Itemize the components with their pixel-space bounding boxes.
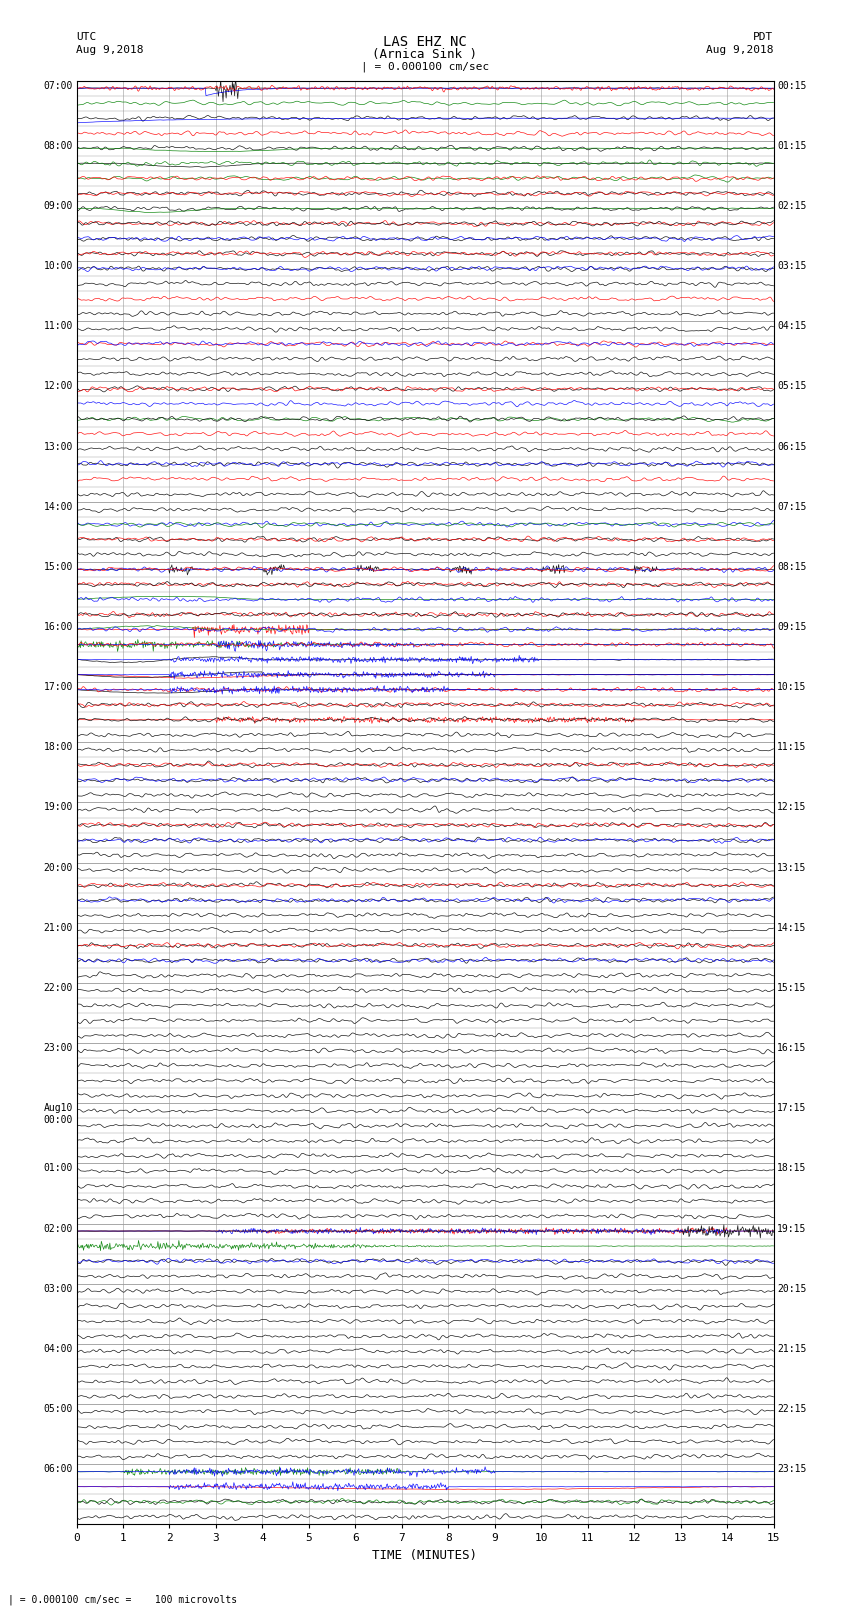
Text: 04:15: 04:15 xyxy=(777,321,807,331)
Text: 13:00: 13:00 xyxy=(43,442,73,452)
Text: 12:00: 12:00 xyxy=(43,381,73,392)
Text: | = 0.000100 cm/sec: | = 0.000100 cm/sec xyxy=(361,61,489,73)
Text: 02:00: 02:00 xyxy=(43,1224,73,1234)
Text: 03:15: 03:15 xyxy=(777,261,807,271)
Text: 02:15: 02:15 xyxy=(777,202,807,211)
Text: 17:15: 17:15 xyxy=(777,1103,807,1113)
Text: (Arnica Sink ): (Arnica Sink ) xyxy=(372,48,478,61)
Text: 07:00: 07:00 xyxy=(43,81,73,90)
Text: 13:15: 13:15 xyxy=(777,863,807,873)
Text: UTC: UTC xyxy=(76,32,97,42)
Text: 19:00: 19:00 xyxy=(43,803,73,813)
Text: 00:15: 00:15 xyxy=(777,81,807,90)
Text: 18:15: 18:15 xyxy=(777,1163,807,1173)
Text: 19:15: 19:15 xyxy=(777,1224,807,1234)
Text: 12:15: 12:15 xyxy=(777,803,807,813)
Text: 10:00: 10:00 xyxy=(43,261,73,271)
Text: 06:15: 06:15 xyxy=(777,442,807,452)
Text: 07:15: 07:15 xyxy=(777,502,807,511)
Text: 08:00: 08:00 xyxy=(43,140,73,150)
Text: 06:00: 06:00 xyxy=(43,1465,73,1474)
Text: Aug10
00:00: Aug10 00:00 xyxy=(43,1103,73,1124)
Text: 05:00: 05:00 xyxy=(43,1403,73,1415)
Text: 11:00: 11:00 xyxy=(43,321,73,331)
Text: 23:15: 23:15 xyxy=(777,1465,807,1474)
Text: 03:00: 03:00 xyxy=(43,1284,73,1294)
Text: 20:00: 20:00 xyxy=(43,863,73,873)
Text: LAS EHZ NC: LAS EHZ NC xyxy=(383,35,467,50)
Text: 01:00: 01:00 xyxy=(43,1163,73,1173)
Text: 20:15: 20:15 xyxy=(777,1284,807,1294)
Text: Aug 9,2018: Aug 9,2018 xyxy=(706,45,774,55)
Text: 01:15: 01:15 xyxy=(777,140,807,150)
Text: 11:15: 11:15 xyxy=(777,742,807,752)
Text: | = 0.000100 cm/sec =    100 microvolts: | = 0.000100 cm/sec = 100 microvolts xyxy=(8,1594,238,1605)
Text: 22:00: 22:00 xyxy=(43,982,73,994)
Text: 23:00: 23:00 xyxy=(43,1044,73,1053)
Text: 04:00: 04:00 xyxy=(43,1344,73,1353)
Text: 08:15: 08:15 xyxy=(777,561,807,573)
Text: 15:15: 15:15 xyxy=(777,982,807,994)
Text: 16:15: 16:15 xyxy=(777,1044,807,1053)
Text: 14:15: 14:15 xyxy=(777,923,807,932)
Text: 21:00: 21:00 xyxy=(43,923,73,932)
X-axis label: TIME (MINUTES): TIME (MINUTES) xyxy=(372,1548,478,1561)
Text: 14:00: 14:00 xyxy=(43,502,73,511)
Text: 05:15: 05:15 xyxy=(777,381,807,392)
Text: PDT: PDT xyxy=(753,32,774,42)
Text: 15:00: 15:00 xyxy=(43,561,73,573)
Text: 17:00: 17:00 xyxy=(43,682,73,692)
Text: 16:00: 16:00 xyxy=(43,623,73,632)
Text: 09:00: 09:00 xyxy=(43,202,73,211)
Text: 22:15: 22:15 xyxy=(777,1403,807,1415)
Text: 09:15: 09:15 xyxy=(777,623,807,632)
Text: 18:00: 18:00 xyxy=(43,742,73,752)
Text: Aug 9,2018: Aug 9,2018 xyxy=(76,45,144,55)
Text: 21:15: 21:15 xyxy=(777,1344,807,1353)
Text: 10:15: 10:15 xyxy=(777,682,807,692)
